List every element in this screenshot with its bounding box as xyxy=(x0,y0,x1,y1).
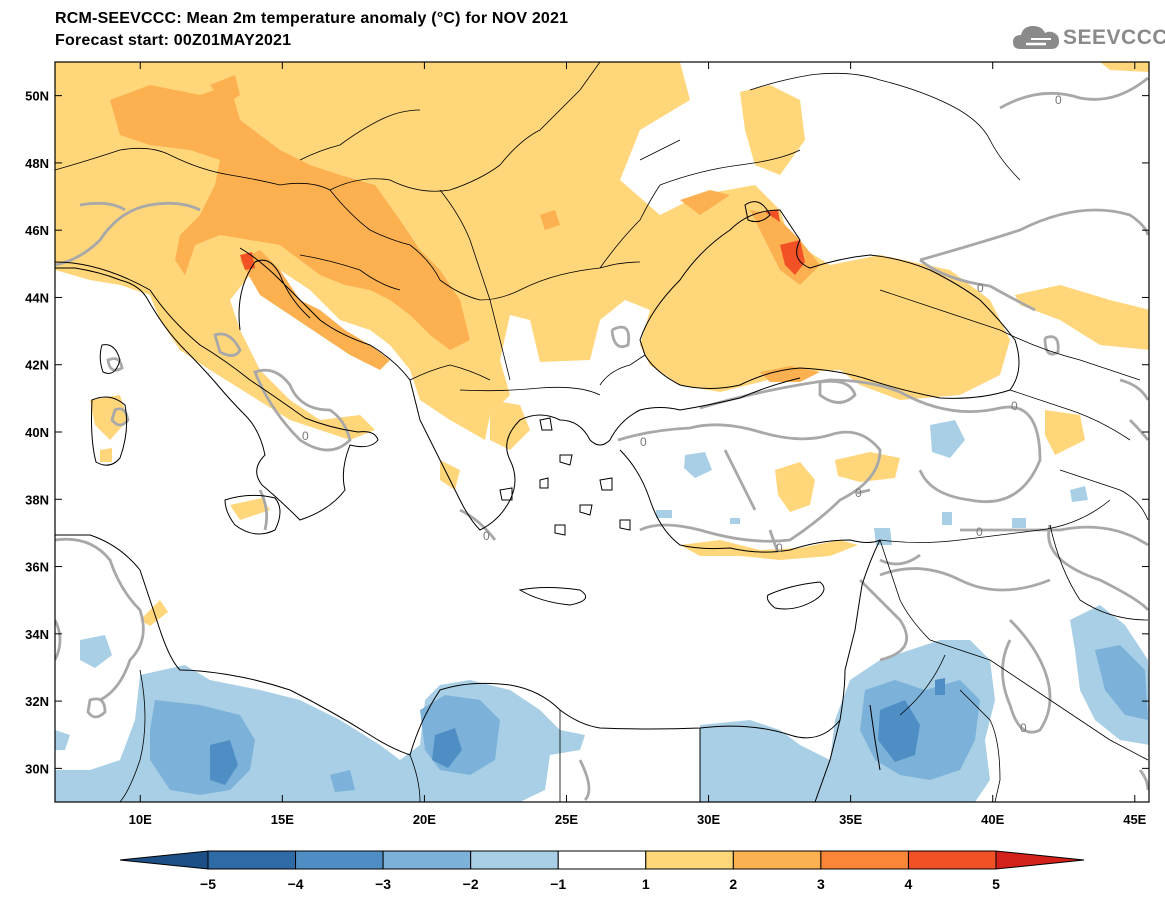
contour-label: 0 xyxy=(776,541,783,555)
colorbar-label: −1 xyxy=(550,876,566,892)
colorbar-segment xyxy=(645,850,734,870)
lat-tick-label: 44N xyxy=(25,290,49,305)
colorbar-label: 5 xyxy=(992,876,1000,892)
lon-tick-label: 10E xyxy=(129,812,152,827)
longitude-axis: 10E 15E 20E 25E 30E 35E 40E 45E xyxy=(129,62,1147,827)
lat-tick-label: 42N xyxy=(25,358,49,373)
colorbar: −5 −4 −3 −2 −1 1 2 3 4 5 xyxy=(119,850,1085,892)
colorbar-label: −5 xyxy=(200,876,216,892)
lat-tick-label: 32N xyxy=(25,694,49,709)
latitude-axis: 50N 48N 46N 44N 42N 40N 38N 36N 34N 32N 30N xyxy=(25,89,1149,776)
contour-labels: 0 0 0 0 0 0 0 0 0 0 xyxy=(302,93,1062,735)
map-area: 0 0 0 0 0 0 0 0 0 0 xyxy=(55,62,1149,802)
lat-tick-label: 38N xyxy=(25,492,49,507)
colorbar-segment xyxy=(382,850,472,870)
coastlines xyxy=(55,201,1020,802)
cool-anomaly-shading-strong xyxy=(210,678,945,785)
lat-tick-label: 50N xyxy=(25,89,49,104)
cloud-icon xyxy=(1013,26,1059,49)
colorbar-segment xyxy=(820,850,909,870)
lon-tick-label: 30E xyxy=(697,812,720,827)
colorbar-label: 4 xyxy=(905,876,913,892)
contour-label: 0 xyxy=(976,525,983,539)
colorbar-label: 3 xyxy=(817,876,825,892)
chart-subtitle: Forecast start: 00Z01MAY2021 xyxy=(55,32,292,49)
colorbar-segment xyxy=(470,850,559,870)
lon-tick-label: 15E xyxy=(271,812,294,827)
colorbar-label: −4 xyxy=(288,876,304,892)
warm-anomaly-shading xyxy=(55,62,1149,626)
lon-tick-label: 35E xyxy=(839,812,862,827)
colorbar-segment xyxy=(557,850,647,870)
lon-tick-label: 25E xyxy=(555,812,578,827)
colorbar-label: 2 xyxy=(729,876,737,892)
zero-contours xyxy=(55,76,1149,801)
colorbar-low-arrow xyxy=(119,850,209,870)
colorbar-segment xyxy=(907,850,997,870)
colorbar-high-arrow xyxy=(995,850,1085,870)
political-borders xyxy=(55,62,1149,802)
lat-tick-label: 40N xyxy=(25,425,49,440)
contour-label: 0 xyxy=(855,486,862,500)
colorbar-segment xyxy=(207,850,297,870)
lat-tick-label: 46N xyxy=(25,223,49,238)
lon-tick-label: 20E xyxy=(413,812,436,827)
lon-tick-label: 40E xyxy=(981,812,1004,827)
lat-tick-label: 34N xyxy=(25,627,49,642)
lon-tick-label: 45E xyxy=(1123,812,1146,827)
contour-label: 0 xyxy=(640,435,647,449)
logo-text: SEEVCCC xyxy=(1063,26,1165,49)
contour-label: 0 xyxy=(1020,721,1027,735)
lat-tick-label: 30N xyxy=(25,761,49,776)
chart-title: RCM-SEEVCCC: Mean 2m temperature anomaly… xyxy=(55,10,569,27)
colorbar-label: −2 xyxy=(463,876,479,892)
contour-label: 0 xyxy=(977,281,984,295)
seevccc-logo: SEEVCCC xyxy=(1011,20,1165,56)
lat-tick-label: 48N xyxy=(25,156,49,171)
colorbar-label: −3 xyxy=(375,876,391,892)
lat-tick-label: 36N xyxy=(25,560,49,575)
contour-label: 0 xyxy=(483,529,490,543)
contour-label: 0 xyxy=(1055,93,1062,107)
contour-label: 0 xyxy=(1011,399,1018,413)
colorbar-label: 1 xyxy=(642,876,650,892)
colorbar-segment xyxy=(295,850,384,870)
contour-label: 0 xyxy=(302,429,309,443)
colorbar-segment xyxy=(732,850,822,870)
